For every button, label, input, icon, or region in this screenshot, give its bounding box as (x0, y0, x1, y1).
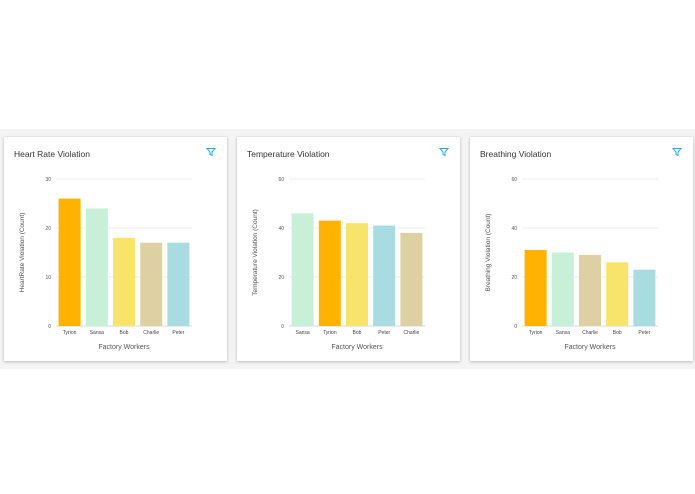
x-axis-label: Factory Workers (564, 344, 616, 351)
card-heart-rate: Heart Rate Violation 0 10 20 30 Tyrion Sansa B… (4, 137, 227, 361)
y-tick-label: 20 (45, 226, 51, 232)
y-tick-label: 40 (511, 226, 517, 232)
bar-peter (167, 242, 190, 326)
bar-bob (113, 237, 135, 326)
bar-charlie (400, 232, 423, 326)
bar-bob (606, 262, 629, 326)
heart-rate-chart: 0 10 20 30 Tyrion Sansa Bob Charlie Peter Factory… (19, 177, 192, 351)
x-tick-label: Sansa (556, 330, 570, 336)
y-axis-label: HeartRate Violation (Count) (19, 213, 26, 293)
y-tick-label: 60 (511, 177, 517, 183)
x-tick-label: Tyrion (529, 330, 543, 336)
x-axis-label: Factory Workers (331, 344, 383, 351)
bar-peter (373, 225, 396, 326)
bar-tyrion (58, 198, 81, 326)
card-breathing: Breathing Violation 0 20 40 60 Tyrion Sansa Ch… (470, 137, 693, 361)
y-tick-label: 0 (48, 324, 51, 330)
bar-charlie (579, 254, 601, 326)
breathing-chart: 0 20 40 60 Tyrion Sansa Charlie Bob Peter Factory… (485, 177, 658, 351)
y-tick-label: 20 (511, 275, 517, 281)
x-axis-label: Factory Workers (98, 344, 150, 351)
x-tick-label: Charlie (143, 330, 159, 336)
x-tick-label: Charlie (403, 330, 419, 336)
bar-peter (633, 269, 656, 326)
y-tick-label: 0 (514, 324, 517, 330)
x-tick-label: Tyrion (63, 330, 77, 336)
card-title: Temperature Violation (247, 149, 330, 159)
y-tick-label: 30 (45, 177, 51, 183)
x-tick-label: Tyrion (323, 330, 337, 336)
y-tick-label: 0 (281, 324, 284, 330)
bar-tyrion (524, 250, 547, 326)
filter-icon[interactable] (206, 147, 216, 157)
card-title: Breathing Violation (480, 149, 552, 159)
card-temperature: Temperature Violation 0 20 40 60 Sansa Tyrion… (237, 137, 460, 361)
filter-icon[interactable] (672, 147, 682, 157)
y-tick-label: 60 (278, 177, 284, 183)
x-tick-label: Bob (353, 330, 362, 336)
x-tick-label: Sansa (296, 330, 310, 336)
bar-sansa (85, 208, 108, 326)
x-tick-label: Charlie (582, 330, 598, 336)
x-tick-label: Peter (378, 330, 390, 336)
y-tick-label: 20 (278, 275, 284, 281)
bar-tyrion (318, 220, 341, 326)
filter-icon[interactable] (439, 147, 449, 157)
bar-sansa (291, 213, 314, 326)
y-tick-label: 10 (45, 275, 51, 281)
y-tick-label: 40 (278, 226, 284, 232)
x-tick-label: Bob (120, 330, 129, 336)
card-title: Heart Rate Violation (14, 149, 90, 159)
x-tick-label: Peter (172, 330, 184, 336)
x-tick-label: Bob (613, 330, 622, 336)
x-tick-label: Peter (638, 330, 650, 336)
y-axis-label: Breathing Violation (Count) (485, 214, 492, 292)
temperature-chart: 0 20 40 60 Sansa Tyrion Bob Peter Charlie Factory… (252, 177, 425, 351)
bar-charlie (140, 242, 163, 326)
y-axis-label: Temperature Violation (Count) (252, 209, 259, 296)
bar-bob (346, 223, 368, 326)
bar-sansa (551, 252, 574, 326)
x-tick-label: Sansa (90, 330, 104, 336)
